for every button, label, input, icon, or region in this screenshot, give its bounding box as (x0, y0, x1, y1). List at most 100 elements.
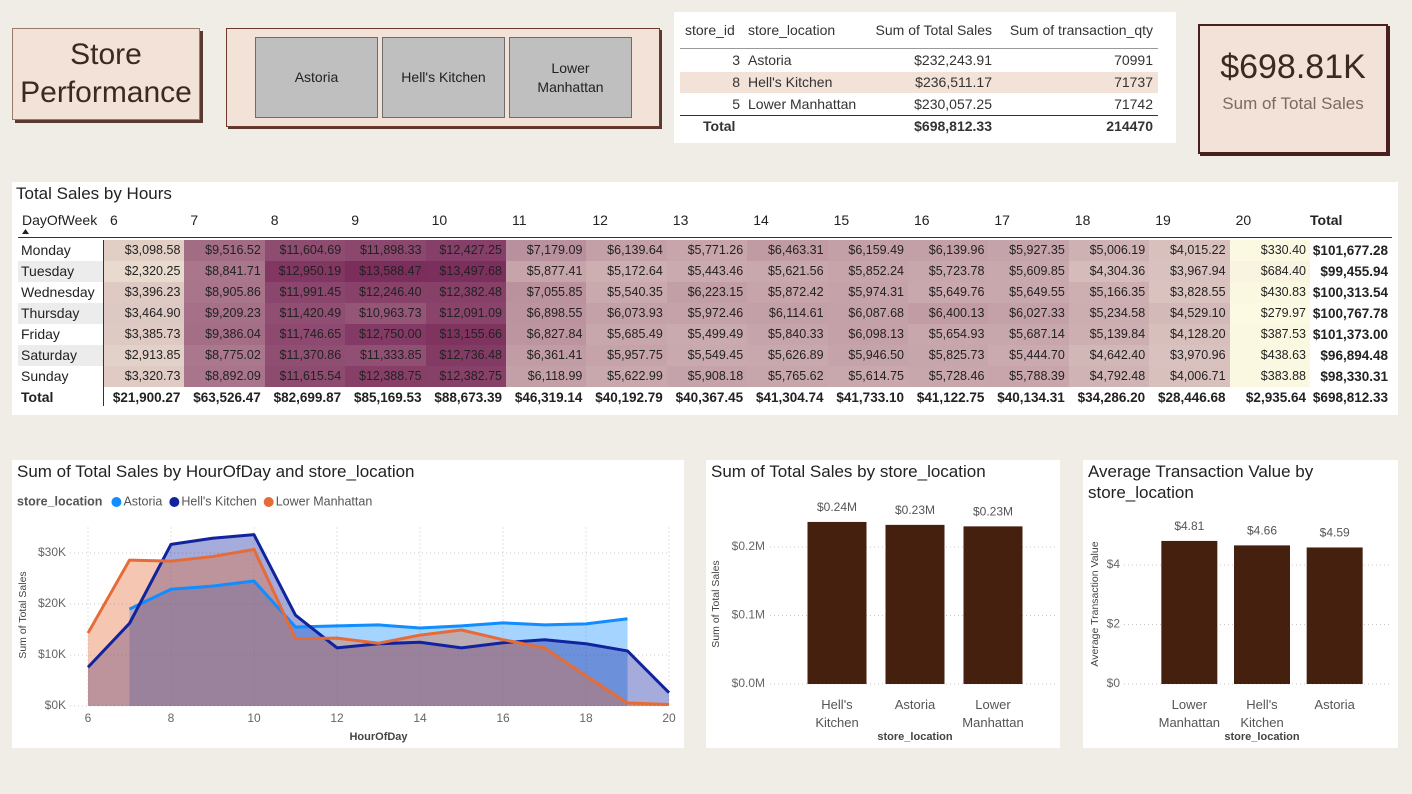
matrix-column-header: 10 (431, 212, 448, 228)
matrix-cell: $6,118.99 (506, 366, 587, 387)
matrix-cell: $5,139.84 (1068, 324, 1150, 345)
matrix-cell: $10,963.73 (345, 303, 426, 324)
chart-title: Average Transaction Value by store_locat… (1088, 462, 1314, 502)
matrix-cell: $5,621.56 (747, 261, 828, 282)
rule (103, 240, 104, 406)
matrix-cell: $5,006.19 (1068, 240, 1150, 261)
matrix-cell: $11,991.45 (264, 282, 346, 303)
matrix-column-header: 6 (110, 212, 118, 228)
matrix-cell: $5,728.46 (908, 366, 989, 387)
matrix-cell: $12,427.25 (425, 240, 506, 261)
table-header: Sum of Total Sales (875, 22, 992, 38)
matrix-row-label: Total (21, 389, 54, 405)
matrix-cell: $85,169.53 (354, 390, 422, 405)
matrix-cell: $5,877.41 (506, 261, 587, 282)
rule (680, 48, 1158, 49)
matrix-cell: $438.63 (1229, 345, 1310, 366)
matrix-column-header: Total (1310, 212, 1343, 228)
matrix-cell: $12,382.75 (425, 366, 506, 387)
matrix-column-header: 16 (914, 212, 930, 228)
matrix-cell: $5,972.46 (666, 303, 748, 324)
matrix-column-header: 19 (1155, 212, 1171, 228)
matrix-cell: $5,927.35 (988, 240, 1069, 261)
matrix-column-header: 14 (753, 212, 769, 228)
matrix-cell: $5,649.55 (988, 282, 1069, 303)
matrix-cell: $34,286.20 (1077, 390, 1146, 405)
matrix-cell: $41,304.74 (756, 390, 824, 405)
table-total: $698,812.33 (914, 118, 992, 134)
matrix-cell: $40,367.45 (675, 390, 744, 405)
matrix-cell: $2,913.85 (104, 345, 185, 366)
matrix-cell: $5,825.73 (908, 345, 989, 366)
matrix-cell: $6,073.93 (586, 303, 667, 324)
matrix-cell: $7,055.85 (506, 282, 587, 303)
matrix-column-header: 11 (512, 212, 527, 228)
kpi-label: Sum of Total Sales (1222, 94, 1364, 113)
matrix-cell: $63,526.47 (193, 390, 261, 405)
slicer-button[interactable]: Hell's Kitchen (382, 37, 505, 118)
matrix-cell: $330.40 (1229, 240, 1310, 261)
matrix-cell: $11,333.85 (345, 345, 426, 366)
matrix-cell: $6,139.64 (586, 240, 667, 261)
matrix-column-header: 15 (833, 212, 850, 228)
matrix-cell: $5,946.50 (827, 345, 908, 366)
table-cell: $236,511.17 (915, 74, 992, 90)
matrix-cell: $6,223.15 (666, 282, 748, 303)
matrix-cell: $5,609.85 (988, 261, 1069, 282)
table-cell: 3 (732, 52, 740, 68)
matrix-cell: $6,827.84 (506, 324, 587, 345)
matrix-cell: $12,246.40 (345, 282, 426, 303)
matrix-cell: $4,006.71 (1149, 366, 1230, 387)
matrix-cell: $100,313.54 (1312, 285, 1388, 300)
matrix-cell: $2,320.25 (104, 261, 185, 282)
matrix-column-header: 20 (1235, 212, 1252, 228)
matrix-cell: $387.53 (1229, 324, 1310, 345)
matrix-cell: $5,771.26 (666, 240, 748, 261)
matrix-cell: $41,733.10 (836, 390, 904, 405)
matrix-cell: $3,385.73 (104, 324, 185, 345)
matrix-cell: $3,464.90 (104, 303, 185, 324)
matrix-cell: $12,750.00 (345, 324, 426, 345)
title-card (12, 28, 200, 120)
matrix-cell: $3,828.55 (1149, 282, 1230, 303)
table-cell: Lower Manhattan (748, 96, 857, 112)
matrix-cell: $5,687.14 (988, 324, 1069, 345)
x-tick-label: Lower Manhattan (1158, 697, 1221, 730)
x-tick-label: Hell's Kitchen (1240, 697, 1284, 730)
matrix-cell: $82,699.87 (273, 390, 342, 405)
slicer-button[interactable]: Lower Manhattan (509, 37, 632, 118)
matrix-cell: $8,905.86 (184, 282, 265, 303)
table-cell: 8 (732, 74, 740, 90)
matrix-cell: $6,087.68 (827, 303, 908, 324)
matrix-cell: $5,444.70 (988, 345, 1069, 366)
matrix-column-header: 17 (994, 212, 1010, 228)
matrix-row-label: Thursday (18, 303, 103, 324)
matrix-cell: $3,970.96 (1149, 345, 1230, 366)
page-title: Store Performance (20, 38, 192, 109)
table-header: Sum of transaction_qty (1009, 22, 1153, 38)
matrix-cell: $5,852.24 (827, 261, 908, 282)
matrix-cell: $100,767.78 (1312, 306, 1388, 321)
matrix-cell: $9,386.04 (184, 324, 265, 345)
matrix-cell: $6,463.31 (747, 240, 828, 261)
matrix-cell: $5,540.35 (586, 282, 667, 303)
matrix-cell: $11,420.49 (264, 303, 346, 324)
matrix-cell: $12,382.48 (425, 282, 506, 303)
matrix-cell: $21,900.27 (112, 390, 181, 405)
matrix-cell: $6,898.55 (506, 303, 587, 324)
matrix-cell: $96,894.48 (1320, 348, 1388, 363)
matrix-cell: $5,765.62 (747, 366, 828, 387)
matrix-cell: $5,788.39 (988, 366, 1069, 387)
matrix-cell: $9,209.23 (184, 303, 265, 324)
matrix-column-header: 18 (1074, 212, 1091, 228)
matrix-cell: $99,455.94 (1320, 264, 1388, 279)
rule (18, 237, 1392, 238)
matrix-column-header: 9 (351, 212, 359, 228)
matrix-column-header: 7 (190, 212, 199, 228)
matrix-cell: $12,950.19 (264, 261, 346, 282)
matrix-cell: $101,373.00 (1312, 327, 1388, 342)
matrix-cell: $5,908.18 (666, 366, 748, 387)
matrix-cell: $5,974.31 (827, 282, 908, 303)
slicer-button[interactable]: Astoria (255, 37, 378, 118)
